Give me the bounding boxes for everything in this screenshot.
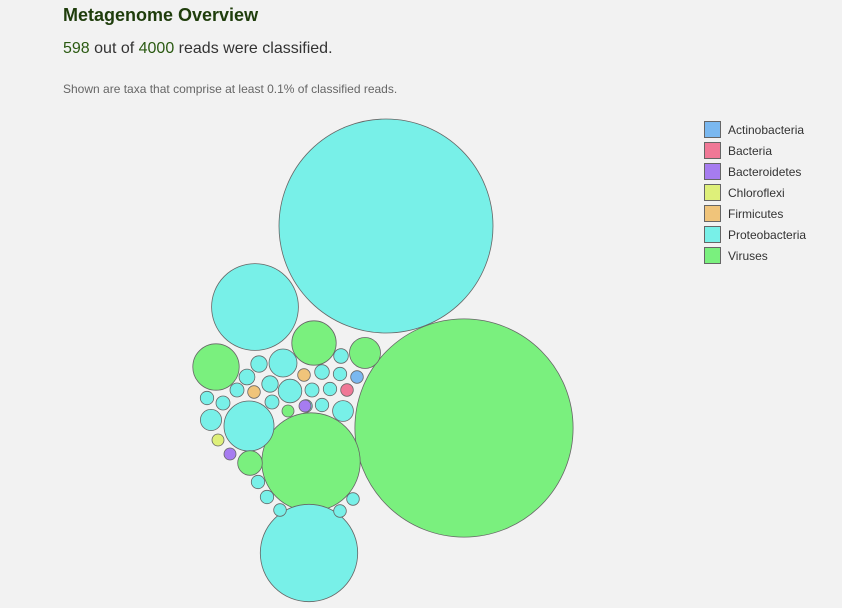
bubble-chloroflexi[interactable] — [211, 433, 225, 447]
bubble-proteobacteria[interactable] — [238, 368, 256, 386]
legend-label: Bacteria — [728, 143, 773, 158]
bubble-proteobacteria[interactable] — [304, 382, 320, 398]
bubble-proteobacteria[interactable] — [273, 503, 287, 517]
bubble-proteobacteria[interactable] — [250, 355, 268, 373]
bubble-firmicutes[interactable] — [297, 368, 311, 382]
legend-swatch — [704, 163, 721, 180]
chart-legend: Actinobacteria Bacteria Bacteroidetes Chlor… — [704, 119, 806, 266]
bubble-proteobacteria[interactable] — [259, 503, 359, 603]
bubble-proteobacteria[interactable] — [333, 504, 347, 518]
bubble-proteobacteria[interactable] — [332, 366, 348, 382]
bubble-proteobacteria[interactable] — [199, 390, 215, 406]
legend-item: Proteobacteria — [704, 224, 806, 245]
bubble-proteobacteria[interactable] — [264, 394, 280, 410]
classified-count: 598 — [63, 40, 90, 57]
bubble-firmicutes[interactable] — [247, 385, 261, 399]
legend-label: Proteobacteria — [728, 227, 807, 242]
bubble-proteobacteria[interactable] — [277, 378, 303, 404]
legend-item: Chloroflexi — [704, 182, 806, 203]
bubble-bacteria[interactable] — [340, 383, 354, 397]
bubble-viruses[interactable] — [349, 337, 381, 369]
bubble-bacteroidetes[interactable] — [223, 447, 237, 461]
summary-end-text: reads were classified. — [174, 40, 333, 57]
bubble-viruses[interactable] — [291, 320, 337, 366]
bubble-proteobacteria[interactable] — [211, 263, 299, 351]
legend-label: Firmicutes — [728, 206, 784, 221]
bubble-actinobacteria[interactable] — [350, 370, 364, 384]
legend-swatch — [704, 226, 721, 243]
bubble-proteobacteria[interactable] — [332, 400, 354, 422]
bubble-proteobacteria[interactable] — [322, 381, 338, 397]
bubble-proteobacteria[interactable] — [223, 400, 275, 452]
summary-middle-text: out of — [89, 40, 139, 57]
bubble-viruses[interactable] — [281, 404, 295, 418]
bubble-proteobacteria[interactable] — [250, 474, 266, 490]
legend-item: Actinobacteria — [704, 119, 806, 140]
bubble-proteobacteria[interactable] — [268, 348, 298, 378]
total-count: 4000 — [138, 40, 175, 57]
page-title: Metagenome Overview — [63, 5, 259, 25]
bubble-proteobacteria[interactable] — [314, 364, 330, 380]
legend-swatch — [704, 184, 721, 201]
bubble-proteobacteria[interactable] — [199, 408, 222, 431]
bubble-bacteroidetes[interactable] — [298, 399, 312, 413]
bubble-viruses[interactable] — [192, 343, 240, 391]
bubble-proteobacteria[interactable] — [229, 382, 245, 398]
legend-swatch — [704, 121, 721, 138]
bubble-proteobacteria[interactable] — [261, 375, 279, 393]
bubble-viruses[interactable] — [237, 450, 263, 476]
bubble-proteobacteria[interactable] — [346, 492, 360, 506]
classification-summary: 598 out of 4000 reads were classified. — [63, 40, 333, 58]
bubble-proteobacteria[interactable] — [333, 348, 349, 364]
bubble-proteobacteria[interactable] — [278, 118, 494, 334]
legend-swatch — [704, 247, 721, 264]
legend-swatch — [704, 142, 721, 159]
legend-item: Bacteria — [704, 140, 806, 161]
legend-swatch — [704, 205, 721, 222]
legend-label: Viruses — [728, 248, 768, 263]
legend-item: Bacteroidetes — [704, 161, 806, 182]
bubble-viruses[interactable] — [261, 412, 361, 512]
legend-label: Chloroflexi — [728, 185, 785, 200]
legend-label: Actinobacteria — [728, 122, 805, 137]
legend-item: Firmicutes — [704, 203, 806, 224]
bubble-viruses[interactable] — [354, 318, 574, 538]
legend-item: Viruses — [704, 245, 806, 266]
legend-label: Bacteroidetes — [728, 164, 802, 179]
bubble-proteobacteria[interactable] — [215, 395, 231, 411]
threshold-note: Shown are taxa that comprise at least 0.… — [63, 82, 398, 96]
bubble-proteobacteria[interactable] — [259, 489, 275, 505]
bubble-proteobacteria[interactable] — [314, 397, 330, 413]
